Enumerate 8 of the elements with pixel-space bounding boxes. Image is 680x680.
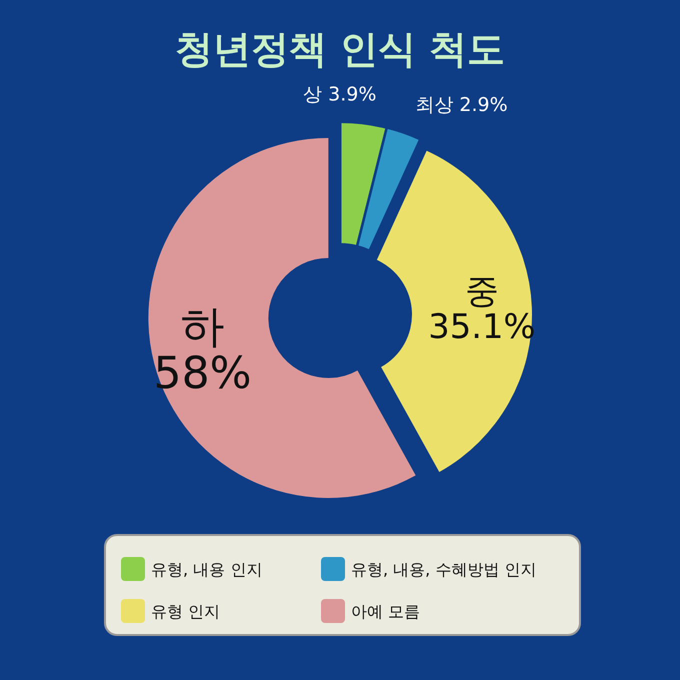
- chart-title: 청년정책 인식 척도: [174, 27, 506, 71]
- legend-label: 아예 모름: [351, 602, 420, 621]
- legend-label: 유형 인지: [151, 602, 220, 621]
- text: 최상 2.9%: [415, 94, 508, 116]
- legend-label: 유형, 내용 인지: [151, 560, 262, 579]
- text: 상 3.9%: [303, 84, 376, 106]
- legend-label: 유형, 내용, 수혜방법 인지: [351, 560, 536, 579]
- text: 중: [464, 272, 499, 311]
